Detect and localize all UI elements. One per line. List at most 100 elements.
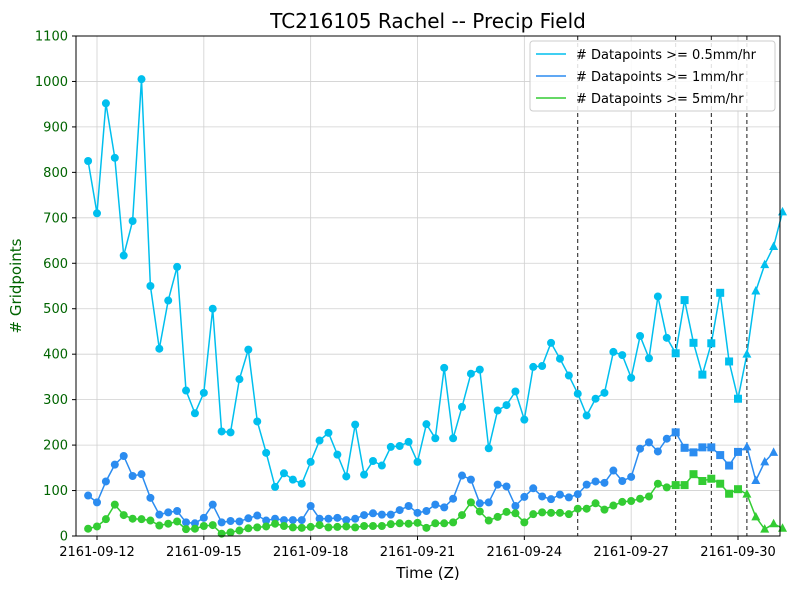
data-point (716, 288, 725, 297)
data-point (573, 490, 582, 499)
data-point (333, 513, 342, 522)
data-point (226, 517, 235, 525)
data-point (262, 522, 271, 531)
data-point (279, 469, 288, 478)
data-point (164, 519, 173, 528)
data-point (475, 499, 484, 508)
data-point (760, 259, 770, 269)
data-point (769, 447, 779, 456)
data-point (271, 482, 280, 491)
data-point (636, 494, 645, 503)
data-point (662, 434, 671, 443)
data-point (93, 209, 101, 218)
series-line-1 (87, 431, 775, 525)
data-point (769, 518, 779, 528)
data-point (342, 522, 351, 531)
data-point (440, 503, 449, 512)
data-point (155, 521, 164, 530)
data-point (653, 479, 662, 488)
data-point (404, 437, 413, 446)
y-tick-label: 700 (43, 211, 68, 226)
data-point (547, 338, 556, 347)
data-point (146, 493, 155, 502)
legend-box (529, 40, 776, 112)
series-2 (84, 470, 788, 538)
data-point (351, 523, 360, 532)
data-point (199, 513, 208, 522)
data-point (458, 402, 467, 411)
data-point (377, 461, 386, 470)
y-axis-ticks: 0 100 200 300 400 500 600 700 800 900 1000 1100 (35, 30, 76, 545)
data-point (689, 470, 698, 479)
y-tick-label: 300 (43, 393, 68, 408)
data-point (511, 509, 520, 518)
data-point (440, 363, 449, 372)
data-point (288, 516, 297, 525)
y-tick-label: 400 (43, 348, 68, 363)
data-point (716, 479, 725, 488)
data-point (742, 489, 752, 498)
data-point (475, 507, 484, 516)
data-point (511, 502, 520, 510)
data-point (573, 389, 582, 398)
data-point (244, 345, 253, 354)
data-point (431, 519, 440, 528)
data-point (475, 365, 484, 374)
data-point (725, 357, 734, 366)
data-point (164, 296, 173, 305)
legend-label-0: # Datapoints >= 0.5mm/hr (576, 48, 757, 63)
data-point (155, 344, 164, 353)
data-point (564, 371, 573, 380)
data-point (707, 339, 716, 348)
data-point (217, 529, 226, 538)
data-point (173, 507, 182, 515)
data-point (297, 516, 306, 525)
data-point (520, 415, 529, 424)
data-point (360, 522, 369, 530)
data-point (235, 517, 244, 526)
y-tick-label: 1000 (35, 75, 68, 90)
data-point (573, 504, 582, 513)
x-axis-ticks: 2161-09-12 2161-09-15 2161-09-18 2161-09-21… (59, 536, 776, 560)
data-point (662, 483, 671, 492)
data-point (119, 251, 128, 260)
data-point (555, 490, 564, 499)
legend-label-2: # Datapoints >= 5mm/hr (576, 92, 744, 107)
data-point (395, 442, 404, 450)
data-point (208, 521, 217, 530)
data-point (377, 510, 386, 519)
data-point (449, 494, 458, 503)
data-point (466, 498, 475, 507)
data-point (128, 217, 137, 225)
data-point (707, 443, 716, 452)
data-point (689, 338, 698, 347)
legend: # Datapoints >= 0.5mm/hr # Datapoints >=… (529, 40, 776, 112)
data-point (119, 452, 128, 460)
data-point (538, 508, 547, 517)
data-point (182, 386, 191, 395)
data-point (671, 481, 680, 490)
data-point (582, 480, 591, 489)
data-point (555, 354, 564, 363)
series-layer (84, 75, 788, 538)
data-point (368, 457, 377, 465)
data-point (627, 497, 636, 505)
data-point (680, 443, 689, 452)
data-point (440, 519, 449, 528)
data-point (377, 522, 386, 530)
data-point (208, 304, 217, 313)
x-tick-label: 2161-09-21 (380, 545, 456, 560)
data-point (778, 206, 788, 216)
data-point (128, 472, 137, 480)
data-point (636, 444, 645, 453)
data-point (734, 394, 742, 403)
data-point (253, 511, 262, 520)
x-tick-label: 2161-09-12 (59, 545, 135, 560)
data-point (520, 492, 529, 501)
data-point (324, 523, 333, 532)
data-point (538, 362, 547, 370)
data-point (235, 526, 244, 535)
event-lines (577, 36, 748, 536)
data-point (760, 456, 770, 466)
data-point (644, 492, 653, 501)
